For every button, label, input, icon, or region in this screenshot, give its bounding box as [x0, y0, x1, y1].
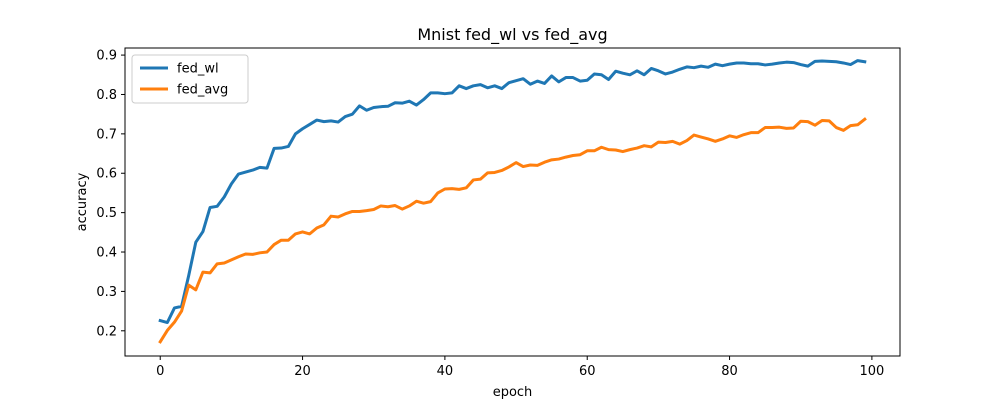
- x-tick-label: 20: [294, 364, 311, 379]
- x-tick-label: 100: [859, 364, 884, 379]
- y-tick-label: 0.6: [96, 167, 117, 182]
- x-tick-label: 60: [579, 364, 596, 379]
- y-tick-label: 0.4: [96, 246, 117, 261]
- y-tick-label: 0.7: [96, 127, 117, 142]
- y-tick-label: 0.9: [96, 49, 117, 64]
- x-axis-label: epoch: [493, 385, 533, 400]
- x-axis-ticks: 0 20 40 60 80 100: [156, 356, 884, 379]
- y-tick-label: 0.3: [96, 285, 117, 300]
- y-tick-label: 0.5: [96, 206, 117, 221]
- y-tick-label: 0.2: [96, 324, 117, 339]
- x-tick-label: 0: [156, 364, 164, 379]
- axes-frame: [124, 47, 901, 357]
- x-tick-label: 80: [721, 364, 738, 379]
- series-line-fed-avg: [158, 117, 867, 344]
- legend: fed_wl fed_avg: [131, 54, 249, 104]
- y-tick-label: 0.8: [96, 88, 117, 103]
- x-tick-label: 40: [437, 364, 454, 379]
- series-line-fed-wl: [158, 59, 867, 325]
- y-axis-ticks: 0.2 0.3 0.4 0.5 0.6 0.7 0.8 0.9: [96, 49, 125, 339]
- legend-label: fed_avg: [177, 83, 228, 98]
- legend-label: fed_wl: [177, 62, 219, 77]
- chart-title: Mnist fed_wl vs fed_avg: [417, 25, 607, 45]
- y-axis-label: accuracy: [75, 172, 90, 231]
- series-layer: [158, 59, 867, 344]
